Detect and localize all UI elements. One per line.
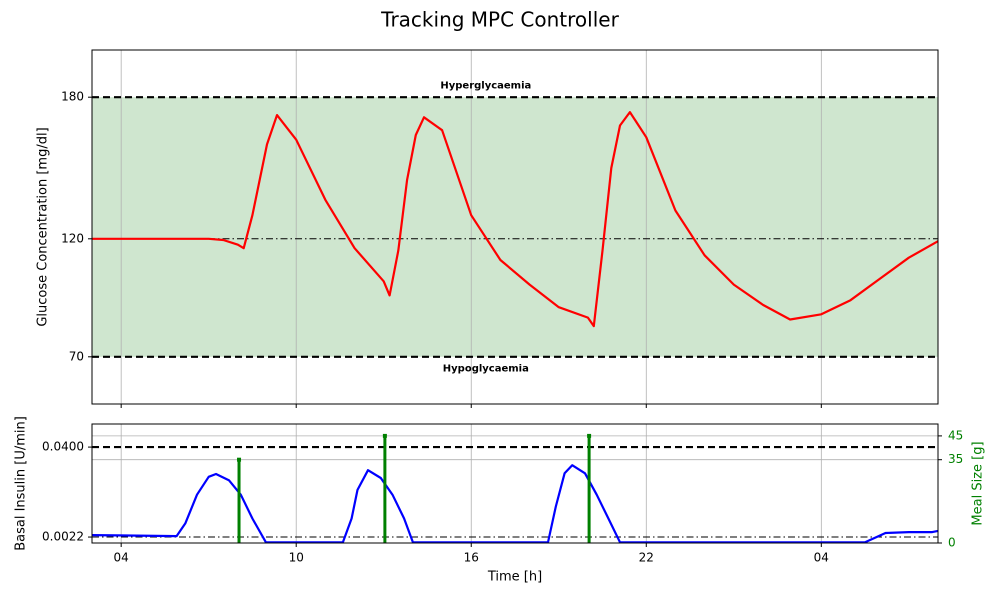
- meal-marker: [382, 433, 387, 438]
- axes-frame: [91, 49, 939, 405]
- x-tick-label: 16: [464, 551, 479, 565]
- y2-tick-label: 35: [948, 452, 963, 466]
- axes-frame: [91, 423, 939, 544]
- x-axis-label: Time [h]: [487, 570, 542, 585]
- y2-axis-label: Meal Size [g]: [971, 441, 986, 525]
- y-axis-label: Glucose Concentration [mg/dl]: [36, 127, 51, 326]
- y-tick-label: 0.0400: [42, 440, 84, 454]
- y-tick-label: 120: [61, 231, 84, 245]
- data-line: [91, 464, 939, 544]
- annotation: Hypoglycaemia: [443, 364, 529, 375]
- y2-tick-label: 45: [948, 428, 963, 442]
- data-line: [92, 111, 939, 328]
- y-axis-label: Basal Insulin [U/min]: [14, 416, 29, 551]
- x-tick-label: 10: [289, 551, 304, 565]
- y-tick-label: 180: [61, 90, 84, 104]
- chart-title: Tracking MPC Controller: [380, 8, 619, 32]
- y-tick-label: 0.0022: [42, 530, 84, 544]
- annotation: Hyperglycaemia: [440, 80, 531, 91]
- x-tick-label: 22: [639, 551, 654, 565]
- meal-marker: [587, 433, 592, 438]
- x-tick-label: 04: [814, 551, 829, 565]
- x-tick-label: 04: [114, 551, 129, 565]
- y-tick-label: 70: [69, 349, 84, 363]
- panel: 70 120 180 Hyperglycaemia Hypoglycaemia Gluco…: [36, 49, 939, 408]
- panel: 04 10 16 22 04 0 35 45 0.0022 0.0400 Basal Insulin…: [14, 416, 986, 584]
- meal-marker: [237, 457, 242, 462]
- y2-tick-label: 0: [948, 536, 956, 550]
- target-band: [92, 97, 938, 357]
